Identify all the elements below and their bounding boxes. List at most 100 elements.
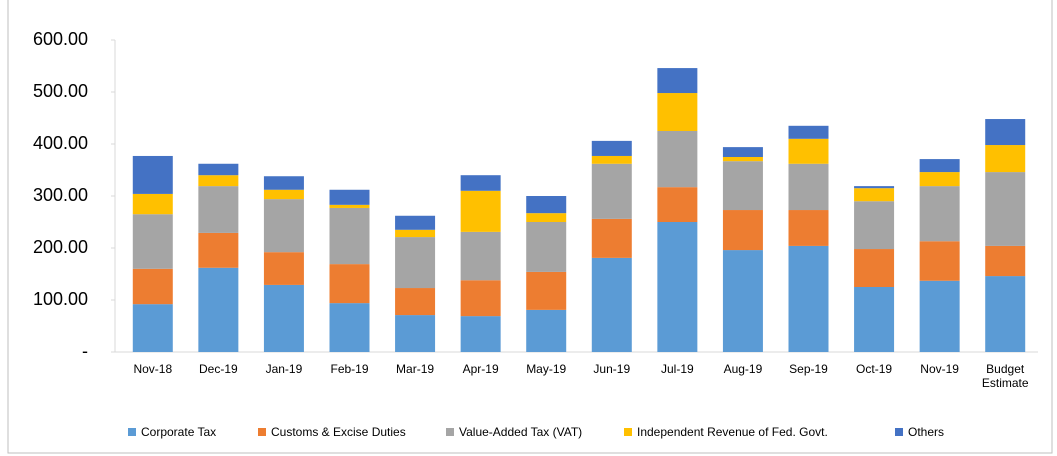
legend-label: Corporate Tax: [141, 425, 216, 439]
x-tick-label: Feb-19: [330, 362, 369, 376]
x-tick-label: Dec-19: [199, 362, 238, 376]
bar-segment: [329, 207, 370, 265]
bar-segment: [854, 186, 895, 189]
bar-segment: [985, 276, 1026, 352]
bar-segment: [132, 155, 173, 194]
bar-segment: [919, 159, 960, 173]
x-tick-label: Budget Estimate: [981, 362, 1029, 390]
chart-border: [7, 0, 1053, 454]
bar-segment: [788, 163, 829, 211]
bar-segment: [395, 315, 436, 352]
bar-segment: [854, 201, 895, 250]
bar-segment: [263, 199, 304, 253]
bar-segment: [132, 268, 173, 305]
bar-segment: [657, 68, 698, 94]
bar-segment: [985, 172, 1026, 246]
legend-label: Independent Revenue of Fed. Govt.: [637, 425, 828, 439]
bar-segment: [263, 252, 304, 285]
legend-swatch: [128, 428, 136, 436]
bar-segment: [395, 237, 436, 289]
bar-segment: [198, 186, 239, 233]
legend-label: Others: [908, 425, 944, 439]
bar-segment: [132, 193, 173, 215]
bar-segment: [263, 284, 304, 352]
bar-segment: [460, 175, 501, 191]
bar-segment: [198, 175, 239, 187]
bar-segment: [395, 229, 436, 238]
bar-segment: [526, 213, 567, 222]
legend-label: Customs & Excise Duties: [271, 425, 406, 439]
bar-segment: [591, 140, 632, 156]
bar-segment: [985, 245, 1026, 277]
bar-segment: [657, 222, 698, 352]
y-tick-label: 200.00: [33, 237, 88, 257]
bar-segment: [591, 163, 632, 219]
x-tick-label: Jul-19: [661, 362, 694, 376]
y-tick-label: 300.00: [33, 185, 88, 205]
bar-segment: [198, 267, 239, 352]
bar-segment: [854, 287, 895, 352]
bar-segment: [985, 145, 1026, 173]
bar-segment: [460, 280, 501, 317]
bar-segment: [132, 304, 173, 352]
bar-segment: [329, 264, 370, 304]
bar-segment: [722, 147, 763, 157]
legend-swatch: [624, 428, 632, 436]
x-tick-label: Mar-19: [396, 362, 435, 376]
bar-segment: [591, 257, 632, 352]
bar-segment: [526, 222, 567, 272]
bar-segment: [788, 138, 829, 164]
x-tick-label: Jun-19: [593, 362, 631, 376]
bar-segment: [263, 189, 304, 200]
x-tick-label: Apr-19: [462, 362, 499, 376]
bar-segment: [919, 172, 960, 187]
bar-segment: [460, 316, 501, 352]
bar-segment: [657, 93, 698, 131]
x-tick-label: Nov-19: [920, 362, 959, 376]
bar-segment: [788, 125, 829, 139]
bar-segment: [722, 157, 763, 162]
legend-swatch: [258, 428, 266, 436]
bar-segment: [591, 218, 632, 258]
bar-segment: [526, 271, 567, 310]
bar-segment: [854, 188, 895, 202]
legend-swatch: [446, 428, 454, 436]
bar-segment: [722, 250, 763, 352]
bar-segment: [854, 249, 895, 287]
bar-segment: [460, 231, 501, 281]
bar-segment: [788, 210, 829, 246]
bar-segment: [198, 163, 239, 176]
x-tick-label: Jan-19: [265, 362, 303, 376]
bar-segment: [722, 161, 763, 211]
bar-segment: [985, 119, 1026, 146]
x-tick-label: May-19: [526, 362, 567, 376]
bar-segment: [657, 187, 698, 222]
bar-segment: [132, 214, 173, 269]
bar-segment: [395, 215, 436, 230]
bar-segment: [919, 280, 960, 352]
bar-segment: [919, 241, 960, 281]
bar-segment: [198, 232, 239, 268]
bar-segment: [526, 196, 567, 214]
bar-segment: [263, 176, 304, 190]
bar-segment: [526, 309, 567, 352]
bar-segment: [329, 204, 370, 208]
bar-segment: [788, 245, 829, 352]
bar-segment: [722, 210, 763, 251]
bar-segment: [657, 131, 698, 188]
bar-segment: [329, 303, 370, 352]
bar-segment: [460, 190, 501, 232]
y-tick-label: -: [82, 341, 88, 361]
x-tick-label: Nov-18: [133, 362, 173, 376]
x-tick-label: Oct-19: [856, 362, 893, 376]
legend-swatch: [895, 428, 903, 436]
y-tick-label: 400.00: [33, 133, 88, 153]
bar-segment: [395, 288, 436, 316]
bar-segment: [329, 189, 370, 205]
bar-segment: [919, 186, 960, 242]
bar-segment: [591, 155, 632, 164]
y-tick-label: 500.00: [33, 81, 88, 101]
y-tick-label: 600.00: [33, 29, 88, 49]
y-tick-label: 100.00: [33, 289, 88, 309]
